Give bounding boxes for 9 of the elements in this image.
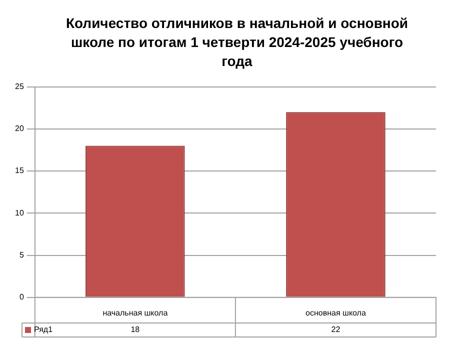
x-tick-label: основная школа [306,308,366,318]
chart-title: Количество отличников в начальной и основной школе по итогам 1 четверти 2024-2025 учебного года [64,14,410,71]
x-tick-label: начальная школа [102,308,168,318]
y-tick-label: 5 [19,250,24,260]
y-tick-label: 10 [14,208,24,218]
y-tick-label: 0 [19,292,24,302]
y-tick-label: 20 [14,124,24,134]
y-tick-label: 25 [14,82,24,92]
y-tick-label: 15 [14,166,24,176]
